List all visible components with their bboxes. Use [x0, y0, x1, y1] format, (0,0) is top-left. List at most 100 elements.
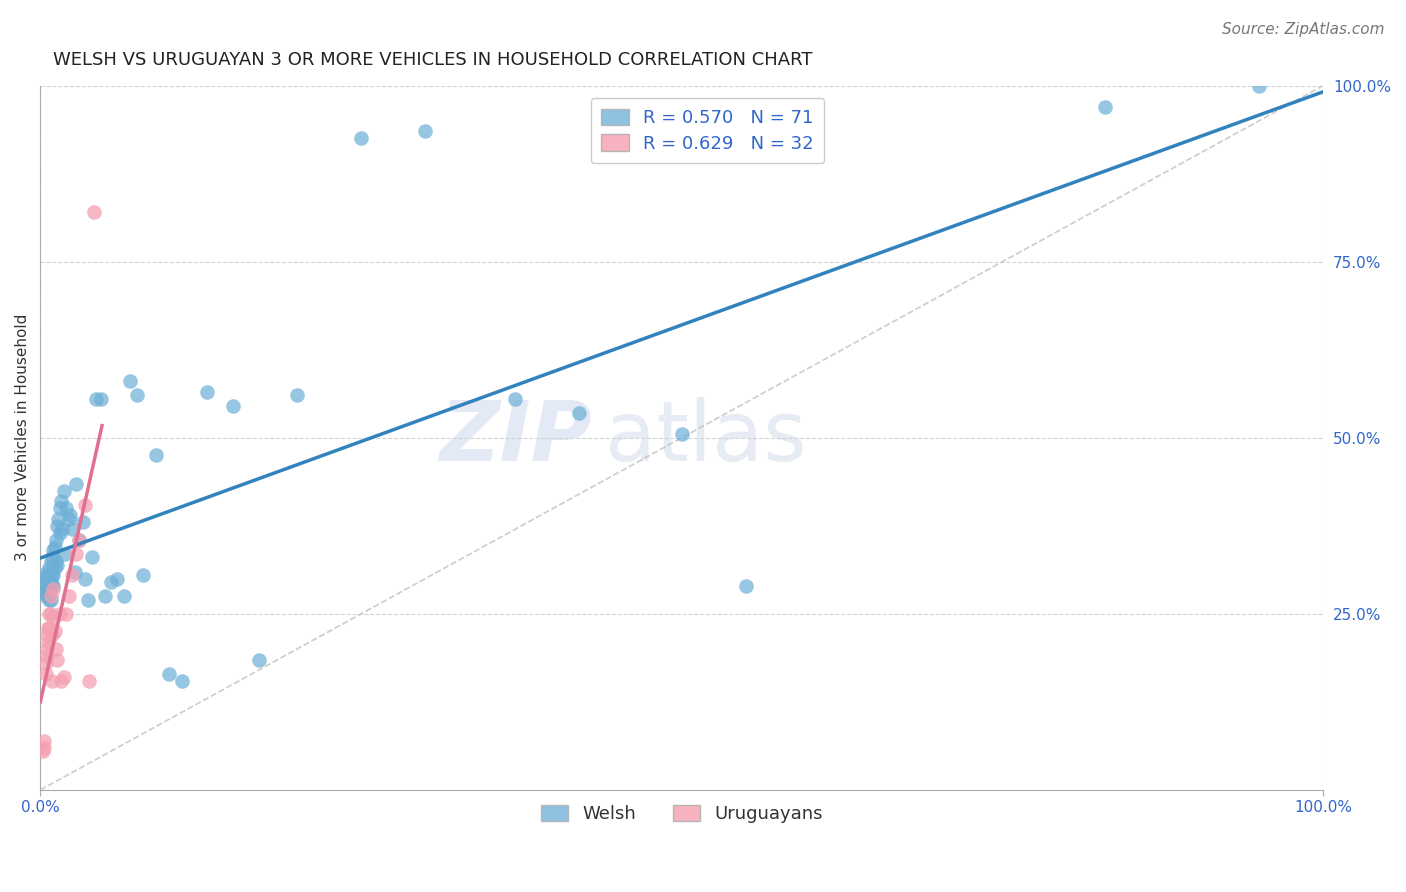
Point: [34, 666, 56, 681]
Point: [41, 579, 63, 593]
Point: [35, 628, 58, 642]
Point: [38, 572, 60, 586]
Point: [413, 124, 436, 138]
Point: [48, 501, 70, 516]
Point: [48, 607, 70, 621]
Point: [132, 568, 155, 582]
Point: [112, 589, 135, 603]
Text: Source: ZipAtlas.com: Source: ZipAtlas.com: [1222, 22, 1385, 37]
Point: [83, 205, 105, 219]
Point: [77, 592, 100, 607]
Point: [35, 649, 58, 664]
Point: [42, 568, 65, 582]
Point: [37, 635, 59, 649]
Point: [44, 624, 66, 639]
Point: [62, 522, 84, 536]
Point: [42, 579, 65, 593]
Point: [125, 388, 148, 402]
Point: [39, 554, 62, 568]
Point: [75, 498, 97, 512]
Point: [52, 670, 75, 684]
Point: [55, 501, 77, 516]
Point: [59, 508, 82, 523]
Point: [48, 512, 70, 526]
Point: [671, 427, 693, 442]
Point: [90, 392, 112, 406]
Point: [62, 568, 84, 582]
Point: [42, 582, 65, 596]
Point: [80, 550, 103, 565]
Point: [350, 131, 373, 145]
Point: [39, 592, 62, 607]
Point: [32, 579, 55, 593]
Point: [53, 547, 76, 561]
Point: [67, 533, 90, 547]
Point: [35, 582, 58, 596]
Point: [41, 550, 63, 565]
Text: WELSH VS URUGUAYAN 3 OR MORE VEHICLES IN HOUSEHOLD CORRELATION CHART: WELSH VS URUGUAYAN 3 OR MORE VEHICLES IN…: [53, 51, 813, 69]
Point: [51, 522, 73, 536]
Point: [45, 642, 67, 657]
Point: [247, 652, 270, 666]
Y-axis label: 3 or more Vehicles in Household: 3 or more Vehicles in Household: [15, 314, 30, 561]
Point: [38, 607, 60, 621]
Point: [120, 375, 142, 389]
Point: [42, 610, 65, 624]
Point: [39, 575, 62, 590]
Point: [35, 568, 58, 582]
Point: [58, 512, 80, 526]
Point: [55, 607, 77, 621]
Point: [72, 515, 94, 529]
Point: [37, 575, 59, 590]
Point: [42, 543, 65, 558]
Point: [44, 540, 66, 554]
Point: [67, 533, 90, 547]
Point: [35, 565, 58, 579]
Point: [48, 525, 70, 540]
Point: [84, 392, 107, 406]
Point: [157, 666, 180, 681]
Point: [34, 572, 56, 586]
Point: [46, 558, 69, 572]
Point: [75, 572, 97, 586]
Point: [44, 561, 66, 575]
Point: [41, 673, 63, 688]
Point: [39, 607, 62, 621]
Point: [52, 483, 75, 498]
Point: [46, 518, 69, 533]
Point: [105, 572, 128, 586]
Point: [34, 656, 56, 670]
Legend: Welsh, Uruguayans: Welsh, Uruguayans: [530, 794, 834, 834]
Point: [38, 579, 60, 593]
Point: [32, 585, 55, 599]
Point: [45, 554, 67, 568]
Point: [65, 476, 87, 491]
Point: [93, 589, 115, 603]
Point: [1249, 78, 1271, 93]
Point: [1094, 100, 1116, 114]
Text: atlas: atlas: [605, 397, 807, 478]
Point: [65, 547, 87, 561]
Point: [32, 740, 55, 755]
Point: [568, 406, 591, 420]
Point: [735, 579, 758, 593]
Point: [41, 568, 63, 582]
Point: [39, 589, 62, 603]
Point: [222, 399, 245, 413]
Point: [58, 589, 80, 603]
Point: [37, 572, 59, 586]
Point: [38, 561, 60, 575]
Point: [45, 533, 67, 547]
Point: [285, 388, 308, 402]
Point: [32, 733, 55, 747]
Point: [503, 392, 526, 406]
Point: [34, 589, 56, 603]
Point: [195, 384, 218, 399]
Point: [38, 592, 60, 607]
Point: [100, 575, 122, 590]
Point: [63, 565, 86, 579]
Point: [37, 585, 59, 599]
Text: ZIP: ZIP: [440, 397, 592, 478]
Point: [170, 673, 193, 688]
Point: [145, 448, 167, 462]
